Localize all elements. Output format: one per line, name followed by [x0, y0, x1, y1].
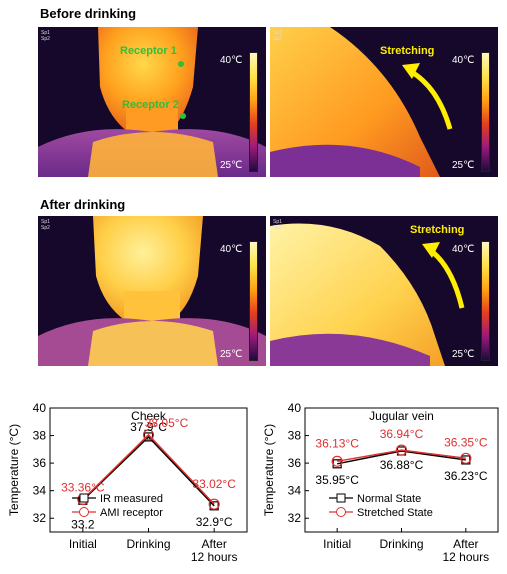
legend-marker: [336, 507, 346, 517]
scale-max-label: 40℃: [452, 55, 475, 66]
stretching-label: Stretching: [380, 45, 435, 57]
legend-marker: [79, 507, 89, 517]
x-tick-label: Initial: [323, 537, 351, 551]
stretching-label: Stretching: [410, 224, 465, 236]
data-label: 33.36°C: [61, 480, 105, 494]
receptor-2-label: Receptor 2: [122, 99, 179, 111]
receptor-1-label: Receptor 1: [120, 45, 177, 57]
data-label: 36.35°C: [444, 435, 488, 449]
data-label: 32.9°C: [196, 515, 233, 529]
legend-label: Stretched State: [357, 507, 433, 519]
series-line-0: [82, 435, 215, 507]
y-tick-label: 34: [288, 484, 302, 498]
x-tick-label: After 12 hours: [442, 537, 489, 564]
legend-marker: [336, 493, 346, 503]
before-drinking-title: Before drinking: [40, 6, 137, 21]
x-tick-label: Drinking: [379, 537, 423, 551]
y-tick-label: 34: [33, 484, 47, 498]
thermal-image-after-side: Sp1 Sp2 Stretching 40℃ 25℃: [270, 216, 498, 366]
x-tick-label: Initial: [69, 537, 97, 551]
thermal-image-before-side: Sp1 Sp2 Stretching 40℃ 25℃: [270, 27, 498, 177]
after-drinking-title: After drinking: [40, 197, 126, 212]
y-tick-label: 38: [288, 429, 302, 443]
x-tick-label: Drinking: [126, 537, 170, 551]
data-label: 35.95°C: [315, 473, 359, 487]
chart-title: Jugular vein: [369, 409, 434, 423]
jugular-vein-temperature-chart: Jugular vein 32 34 36 38 40 Temperature (°C) In…: [262, 401, 499, 564]
y-tick-label: 40: [288, 401, 302, 415]
temperature-scale-bar: [249, 241, 258, 361]
scale-max-label: 40℃: [220, 244, 243, 255]
data-point-circle: [208, 498, 220, 510]
y-tick-label: 36: [288, 456, 302, 470]
y-axis-label: Temperature (°C): [7, 424, 21, 516]
scale-max-label: 40℃: [452, 244, 475, 255]
camera-readout: Sp1 Sp2: [273, 219, 282, 231]
chart-title: Cheek: [131, 409, 167, 423]
data-label: 36.94°C: [380, 427, 424, 441]
legend-marker: [79, 493, 89, 503]
series-line-1: [337, 449, 466, 463]
cheek-temperature-chart: Cheek 32 34 36 38 40 Temperature (°C) Initial Dr…: [7, 401, 248, 564]
thermal-image-after-front: Sp1 Sp2 40℃ 25℃: [38, 216, 266, 366]
camera-readout: Sp1 Sp2: [41, 219, 50, 231]
series-line-0: [337, 450, 466, 465]
temperature-scale-bar: [481, 241, 490, 361]
y-tick-label: 32: [288, 511, 302, 525]
legend-label: IR measured: [100, 493, 163, 505]
temperature-scale-bar: [481, 52, 490, 172]
legend-label: Normal State: [357, 493, 421, 505]
receptor-1-marker: [178, 61, 184, 67]
y-tick-label: 32: [33, 511, 47, 525]
stretch-arrow-icon: [402, 63, 453, 130]
stretch-arrow-icon: [422, 242, 465, 309]
y-tick-label: 36: [33, 456, 47, 470]
series-line-1: [82, 433, 215, 505]
scale-min-label: 25℃: [452, 349, 475, 360]
data-label: 36.13°C: [315, 436, 359, 450]
data-point-square: [209, 501, 219, 511]
x-tick-label: After 12 hours: [191, 537, 238, 564]
receptor-2-marker: [180, 113, 186, 119]
scale-min-label: 25℃: [220, 349, 243, 360]
scale-min-label: 25℃: [452, 160, 475, 171]
scale-min-label: 25℃: [220, 160, 243, 171]
camera-readout: Sp1 Sp2: [273, 30, 282, 42]
temperature-scale-bar: [249, 52, 258, 172]
y-tick-label: 40: [33, 401, 47, 415]
data-label: 36.23°C: [444, 469, 488, 483]
scale-max-label: 40℃: [220, 55, 243, 66]
y-tick-label: 38: [33, 429, 47, 443]
thermal-image-before-front: Sp1 Sp2 Receptor 1 Receptor 2 40℃ 25℃: [38, 27, 266, 177]
data-point-square: [461, 455, 471, 465]
y-axis-label: Temperature (°C): [262, 424, 276, 516]
data-label: 36.88°C: [380, 458, 424, 472]
legend-label: AMI receptor: [100, 507, 163, 519]
data-label: 37.9°C: [130, 420, 167, 434]
data-label: 33.02°C: [192, 477, 236, 491]
data-point-circle: [460, 452, 472, 464]
data-point-circle: [395, 444, 408, 456]
data-point-circle: [331, 455, 343, 467]
data-point-circle: [142, 429, 155, 441]
data-label: 33.2: [71, 517, 95, 531]
data-label: 38.05°C: [145, 416, 189, 430]
camera-readout: Sp1 Sp2: [41, 30, 50, 42]
